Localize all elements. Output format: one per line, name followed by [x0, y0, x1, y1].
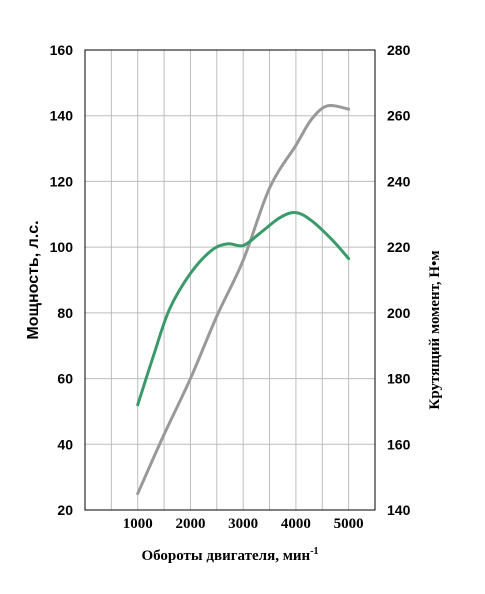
y2-tick-label: 200 — [387, 305, 411, 321]
y-tick-label: 40 — [57, 436, 73, 452]
x-tick-label: 2000 — [175, 516, 205, 532]
y2-tick-label: 240 — [387, 173, 411, 189]
y-tick-label: 80 — [57, 305, 73, 321]
y-tick-label: 120 — [50, 173, 74, 189]
y-tick-label: 60 — [57, 371, 73, 387]
plot-area — [84, 49, 376, 511]
y-tick-label: 20 — [57, 502, 73, 518]
x-axis-label: Обороты двигателя, мин-1 — [141, 546, 318, 564]
tick-labels: 20 40 60 80 100 120 140 160 140 160 180 200 220 240 26… — [50, 42, 411, 532]
grid — [85, 50, 375, 510]
axis-labels: Мощность, л.с. Крутящий момент, Н•м Оборот… — [25, 220, 443, 564]
y2-axis-label: Крутящий момент, Н•м — [427, 250, 443, 409]
y2-tick-label: 260 — [387, 108, 411, 124]
y-tick-label: 160 — [50, 42, 74, 58]
x-tick-label: 3000 — [228, 516, 258, 532]
y2-tick-label: 160 — [387, 436, 411, 452]
y-axis-label: Мощность, л.с. — [25, 220, 42, 339]
x-tick-label: 1000 — [123, 516, 153, 532]
x-tick-label: 5000 — [334, 516, 364, 532]
torque-series-line — [136, 211, 351, 407]
y2-tick-label: 140 — [387, 502, 411, 518]
y2-tick-label: 220 — [387, 239, 411, 255]
series-group — [136, 104, 351, 496]
y-tick-label: 140 — [50, 108, 74, 124]
x-tick-label: 4000 — [281, 516, 311, 532]
y2-tick-label: 280 — [387, 42, 411, 58]
y2-tick-label: 180 — [387, 371, 411, 387]
x-axis-label-superscript: -1 — [310, 546, 318, 557]
power-series-line — [136, 104, 351, 496]
x-axis-label-text: Обороты двигателя, мин — [141, 548, 310, 564]
y-tick-label: 100 — [50, 239, 74, 255]
